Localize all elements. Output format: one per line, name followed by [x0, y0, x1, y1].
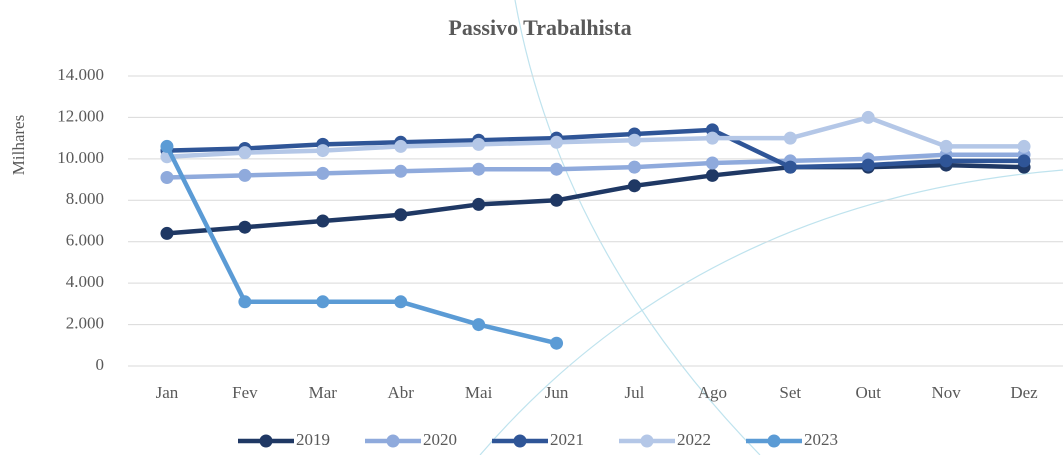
point	[472, 163, 485, 176]
chart-title: Passivo Trabalhista	[448, 15, 631, 40]
y-tick-label: 10.000	[57, 148, 104, 167]
point	[784, 132, 797, 145]
legend-marker	[260, 435, 273, 448]
x-tick-label: Mar	[309, 383, 338, 402]
point	[550, 136, 563, 149]
series-line	[167, 130, 1024, 167]
point	[550, 163, 563, 176]
point	[550, 194, 563, 207]
point	[628, 134, 641, 147]
point	[238, 146, 251, 159]
point	[1018, 154, 1031, 167]
point	[394, 208, 407, 221]
chart: Passivo Trabalhista Milhares 0 2.000 4.000…	[0, 0, 1063, 455]
point	[316, 144, 329, 157]
y-axis-label: Milhares	[9, 115, 28, 175]
x-tick-label: Ago	[698, 383, 727, 402]
x-tick-label: Nov	[931, 383, 961, 402]
point	[316, 167, 329, 180]
point	[238, 169, 251, 182]
legend-label: 2020	[423, 430, 457, 449]
point	[238, 295, 251, 308]
point	[628, 179, 641, 192]
point	[550, 337, 563, 350]
point	[472, 138, 485, 151]
legend-marker	[641, 435, 654, 448]
point	[238, 221, 251, 234]
point	[316, 215, 329, 228]
decor-arc	[480, 170, 1063, 455]
y-tick-label: 12.000	[57, 106, 104, 125]
point	[316, 295, 329, 308]
x-tick-label: Mai	[465, 383, 493, 402]
legend-marker	[768, 435, 781, 448]
legend-marker	[514, 435, 527, 448]
y-tick-label: 6.000	[66, 231, 104, 250]
point	[160, 140, 173, 153]
y-tick-label: 4.000	[66, 272, 104, 291]
y-tick-label: 8.000	[66, 189, 104, 208]
point	[628, 161, 641, 174]
legend-label: 2022	[677, 430, 711, 449]
x-tick-label: Jul	[625, 383, 645, 402]
x-tick-label: Jun	[545, 383, 569, 402]
point	[394, 295, 407, 308]
legend-label: 2021	[550, 430, 584, 449]
point	[784, 161, 797, 174]
point	[940, 140, 953, 153]
x-tick-label: Set	[779, 383, 801, 402]
y-tick-label: 0	[96, 355, 105, 374]
y-tick-label: 14.000	[57, 65, 104, 84]
legend-label: 2023	[804, 430, 838, 449]
point	[706, 169, 719, 182]
x-tick-label: Jan	[156, 383, 179, 402]
legend-marker	[387, 435, 400, 448]
point	[706, 157, 719, 170]
x-tick-label: Out	[855, 383, 881, 402]
point	[862, 159, 875, 172]
x-tick-label: Fev	[232, 383, 258, 402]
point	[940, 154, 953, 167]
x-tick-label: Dez	[1010, 383, 1038, 402]
x-tick-label: Abr	[387, 383, 414, 402]
point	[862, 111, 875, 124]
point	[160, 227, 173, 240]
point	[394, 140, 407, 153]
point	[160, 171, 173, 184]
legend-label: 2019	[296, 430, 330, 449]
y-tick-label: 2.000	[66, 313, 104, 332]
point	[1018, 140, 1031, 153]
point	[706, 132, 719, 145]
point	[472, 198, 485, 211]
point	[394, 165, 407, 178]
point	[472, 318, 485, 331]
